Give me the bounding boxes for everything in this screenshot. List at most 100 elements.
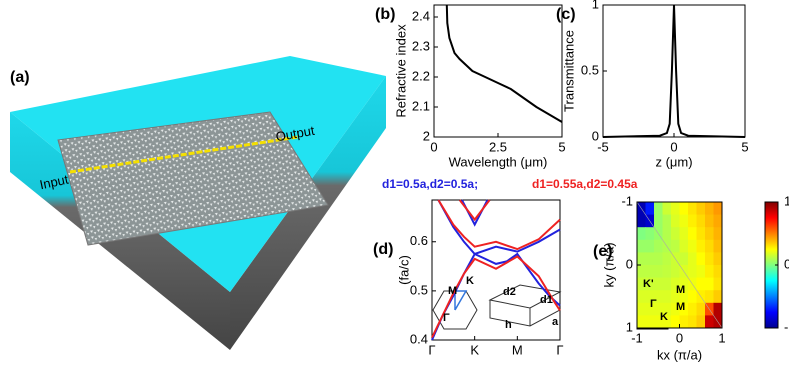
heatmap-cell bbox=[637, 265, 646, 279]
y-tick-label: 2.1 bbox=[412, 98, 430, 113]
annotation: K bbox=[660, 311, 668, 323]
y-tick-label: 0.6 bbox=[410, 233, 428, 248]
heatmap-cell bbox=[696, 202, 706, 216]
heatmap-cell bbox=[662, 265, 672, 279]
y-tick-label: 0.5 bbox=[581, 62, 599, 77]
heatmap-cell bbox=[688, 252, 697, 266]
heatmap-cell bbox=[713, 227, 723, 241]
x-tick-label: 0 bbox=[670, 139, 677, 154]
x-tick-label: K bbox=[470, 342, 479, 357]
heatmap-cell bbox=[696, 277, 706, 291]
heatmap-cell bbox=[713, 265, 723, 279]
heatmap-cell bbox=[662, 252, 672, 266]
y-tick-label: 2 bbox=[423, 128, 430, 143]
heatmap-cell bbox=[637, 239, 646, 253]
annotation: M bbox=[676, 284, 685, 296]
heatmap-cell bbox=[679, 315, 689, 329]
heatmap-cell bbox=[696, 315, 706, 329]
heatmap-cell bbox=[645, 302, 655, 316]
heatmap-cell bbox=[645, 252, 655, 266]
annotation: K' bbox=[643, 278, 654, 290]
heatmap-cell bbox=[662, 202, 672, 216]
heatmap-cell bbox=[713, 290, 723, 304]
y-tick-label: -1 bbox=[621, 193, 633, 208]
panel-label: (b) bbox=[375, 6, 395, 23]
heatmap-cell bbox=[645, 277, 655, 291]
heatmap-cell bbox=[645, 227, 655, 241]
heatmap-cell bbox=[688, 315, 697, 329]
heatmap-cell bbox=[654, 252, 663, 266]
x-tick-label: -1 bbox=[631, 330, 643, 345]
panel-label: (c) bbox=[556, 6, 576, 23]
heatmap-cell bbox=[637, 315, 646, 329]
heatmap-cell bbox=[637, 290, 646, 304]
y-tick-label: 0 bbox=[626, 256, 633, 271]
heatmap-cell bbox=[696, 265, 706, 279]
x-tick-label: -5 bbox=[597, 139, 609, 154]
annotation: d2 bbox=[503, 286, 516, 298]
heatmap-cell bbox=[662, 302, 672, 316]
annotation: Γ bbox=[650, 298, 657, 310]
heatmap-cell bbox=[645, 315, 655, 329]
heatmap-cell bbox=[671, 277, 680, 291]
heatmap-cell bbox=[637, 302, 646, 316]
legend-entry: d1=0.5a,d2=0.5a; bbox=[382, 177, 478, 191]
annotation: M bbox=[448, 285, 457, 297]
x-tick-label: Γ bbox=[556, 342, 563, 357]
y-axis-label: (fa/c) bbox=[396, 255, 411, 285]
annotation: d1 bbox=[540, 294, 553, 306]
input-label: Input bbox=[38, 172, 70, 193]
x-axis-label: kx (π/a) bbox=[657, 347, 702, 362]
y-tick-label: 2.4 bbox=[412, 8, 430, 23]
heatmap-cell bbox=[645, 239, 655, 253]
x-tick-label: 2.5 bbox=[489, 139, 507, 154]
heatmap-cell bbox=[645, 202, 655, 216]
waveguide bbox=[69, 135, 299, 174]
annotation: a bbox=[552, 316, 559, 328]
heatmap-cell bbox=[662, 315, 672, 329]
x-tick-label: 5 bbox=[558, 139, 565, 154]
panel-label: (d) bbox=[373, 241, 393, 258]
annotation: K bbox=[466, 275, 474, 287]
heatmap-cell bbox=[637, 214, 646, 228]
heatmap-cell bbox=[654, 265, 663, 279]
heatmap-cell bbox=[713, 214, 723, 228]
annotation: h bbox=[505, 319, 512, 331]
heatmap-cell bbox=[688, 239, 697, 253]
heatmap-cell bbox=[662, 290, 672, 304]
heatmap-cell bbox=[654, 277, 663, 291]
heatmap-cell bbox=[671, 202, 680, 216]
heatmap-cell bbox=[645, 290, 655, 304]
heatmap-cell bbox=[679, 202, 689, 216]
plot-frame bbox=[431, 199, 561, 341]
heatmap-cell bbox=[662, 277, 672, 291]
y-axis-label: Refractive index bbox=[393, 24, 408, 118]
heatmap-cell bbox=[679, 214, 689, 228]
heatmap-cell bbox=[713, 302, 723, 316]
output-label: Output bbox=[275, 123, 316, 145]
y-axis-label: Transmittance bbox=[561, 30, 576, 112]
heatmap-cell bbox=[645, 265, 655, 279]
heatmap-cell bbox=[654, 290, 663, 304]
legend-entry: d1=0.55a,d2=0.45a bbox=[532, 177, 638, 191]
heatmap-cell bbox=[671, 265, 680, 279]
heatmap-cell bbox=[679, 290, 689, 304]
heatmap-cell bbox=[679, 302, 689, 316]
heatmap-cell bbox=[688, 202, 697, 216]
annotation: M bbox=[676, 301, 685, 313]
heatmap-cell bbox=[671, 239, 680, 253]
y-tick-label: 1 bbox=[626, 319, 633, 334]
heatmap-cell bbox=[654, 315, 663, 329]
heatmap-cell bbox=[671, 290, 680, 304]
heatmap-cell bbox=[705, 252, 714, 266]
x-tick-label: 1 bbox=[718, 330, 725, 345]
heatmap-cell bbox=[696, 214, 706, 228]
colorbar-tick-label: 1 bbox=[784, 193, 789, 208]
heatmap-cell bbox=[705, 214, 714, 228]
heatmap-cell bbox=[654, 239, 663, 253]
diagonal bbox=[636, 201, 723, 329]
panel-label: (e) bbox=[593, 243, 613, 260]
heatmap-cell bbox=[662, 214, 672, 228]
